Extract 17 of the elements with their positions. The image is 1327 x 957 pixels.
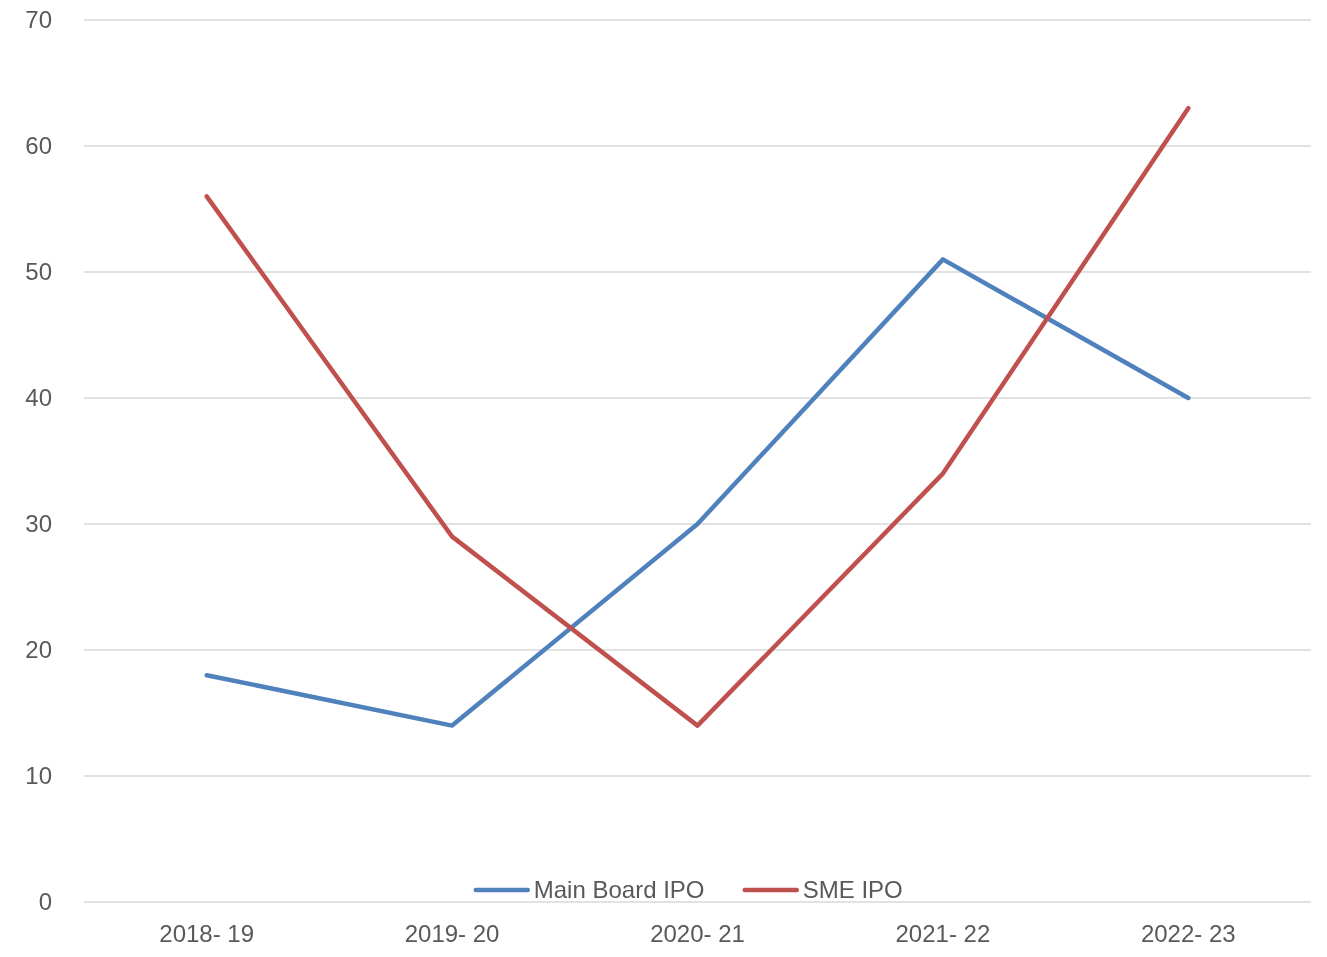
y-tick-label: 60	[25, 132, 52, 160]
line-series	[204, 257, 1191, 728]
y-tick-label: 10	[25, 762, 52, 790]
y-tick-label: 50	[25, 258, 52, 286]
y-tick-label: 40	[25, 384, 52, 412]
legend-label: Main Board IPO	[533, 876, 705, 903]
legend-label: SME IPO	[802, 876, 903, 903]
x-tick-label: 2021- 22	[895, 920, 991, 947]
line-series	[204, 105, 1191, 728]
x-tick-label: 2019- 20	[404, 920, 500, 947]
y-tick-label: 70	[25, 6, 52, 34]
y-tick-label: 30	[25, 510, 52, 538]
x-tick-label: 2020- 21	[650, 920, 745, 947]
x-tick-label: 2022- 23	[1140, 920, 1236, 947]
y-tick-label: 20	[25, 636, 52, 664]
y-tick-label: 0	[38, 888, 52, 916]
x-tick-label: 2018- 19	[159, 920, 255, 947]
